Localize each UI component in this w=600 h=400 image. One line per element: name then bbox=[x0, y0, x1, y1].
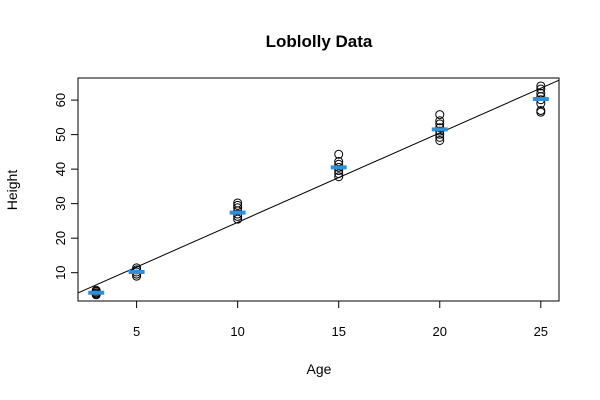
y-tick-label: 10 bbox=[53, 265, 68, 279]
x-axis: 5 10 15 20 25 bbox=[133, 301, 548, 339]
chart-title: Loblolly Data bbox=[266, 32, 373, 51]
x-tick-label: 5 bbox=[133, 324, 140, 339]
data-point bbox=[233, 200, 243, 210]
data-point bbox=[435, 116, 445, 126]
plot-frame bbox=[77, 77, 560, 302]
data-point bbox=[233, 198, 243, 208]
y-tick-label: 60 bbox=[53, 93, 68, 107]
y-tick-label: 50 bbox=[53, 127, 68, 141]
x-tick-label: 20 bbox=[433, 324, 447, 339]
x-axis-label: Age bbox=[307, 361, 332, 377]
x-tick-label: 10 bbox=[230, 324, 244, 339]
regression-line bbox=[77, 79, 560, 294]
data-point bbox=[435, 132, 445, 142]
fit-line-layer bbox=[77, 79, 560, 294]
data-point bbox=[334, 169, 344, 179]
data-point bbox=[435, 135, 445, 145]
y-axis-label: Height bbox=[4, 170, 20, 211]
data-point bbox=[334, 149, 344, 159]
y-tick-label: 40 bbox=[53, 162, 68, 176]
x-tick-label: 25 bbox=[534, 324, 548, 339]
data-point bbox=[536, 107, 546, 117]
x-tick-label: 15 bbox=[331, 324, 345, 339]
y-axis: 10 20 30 40 50 60 bbox=[53, 93, 78, 280]
data-point bbox=[536, 105, 546, 115]
plot-area bbox=[77, 77, 560, 302]
data-point bbox=[536, 84, 546, 94]
data-point bbox=[536, 81, 546, 91]
y-tick-label: 20 bbox=[53, 231, 68, 245]
points-layer bbox=[91, 81, 546, 300]
data-point bbox=[435, 110, 445, 120]
data-point bbox=[334, 172, 344, 182]
means-layer bbox=[88, 97, 549, 295]
y-tick-label: 30 bbox=[53, 196, 68, 210]
